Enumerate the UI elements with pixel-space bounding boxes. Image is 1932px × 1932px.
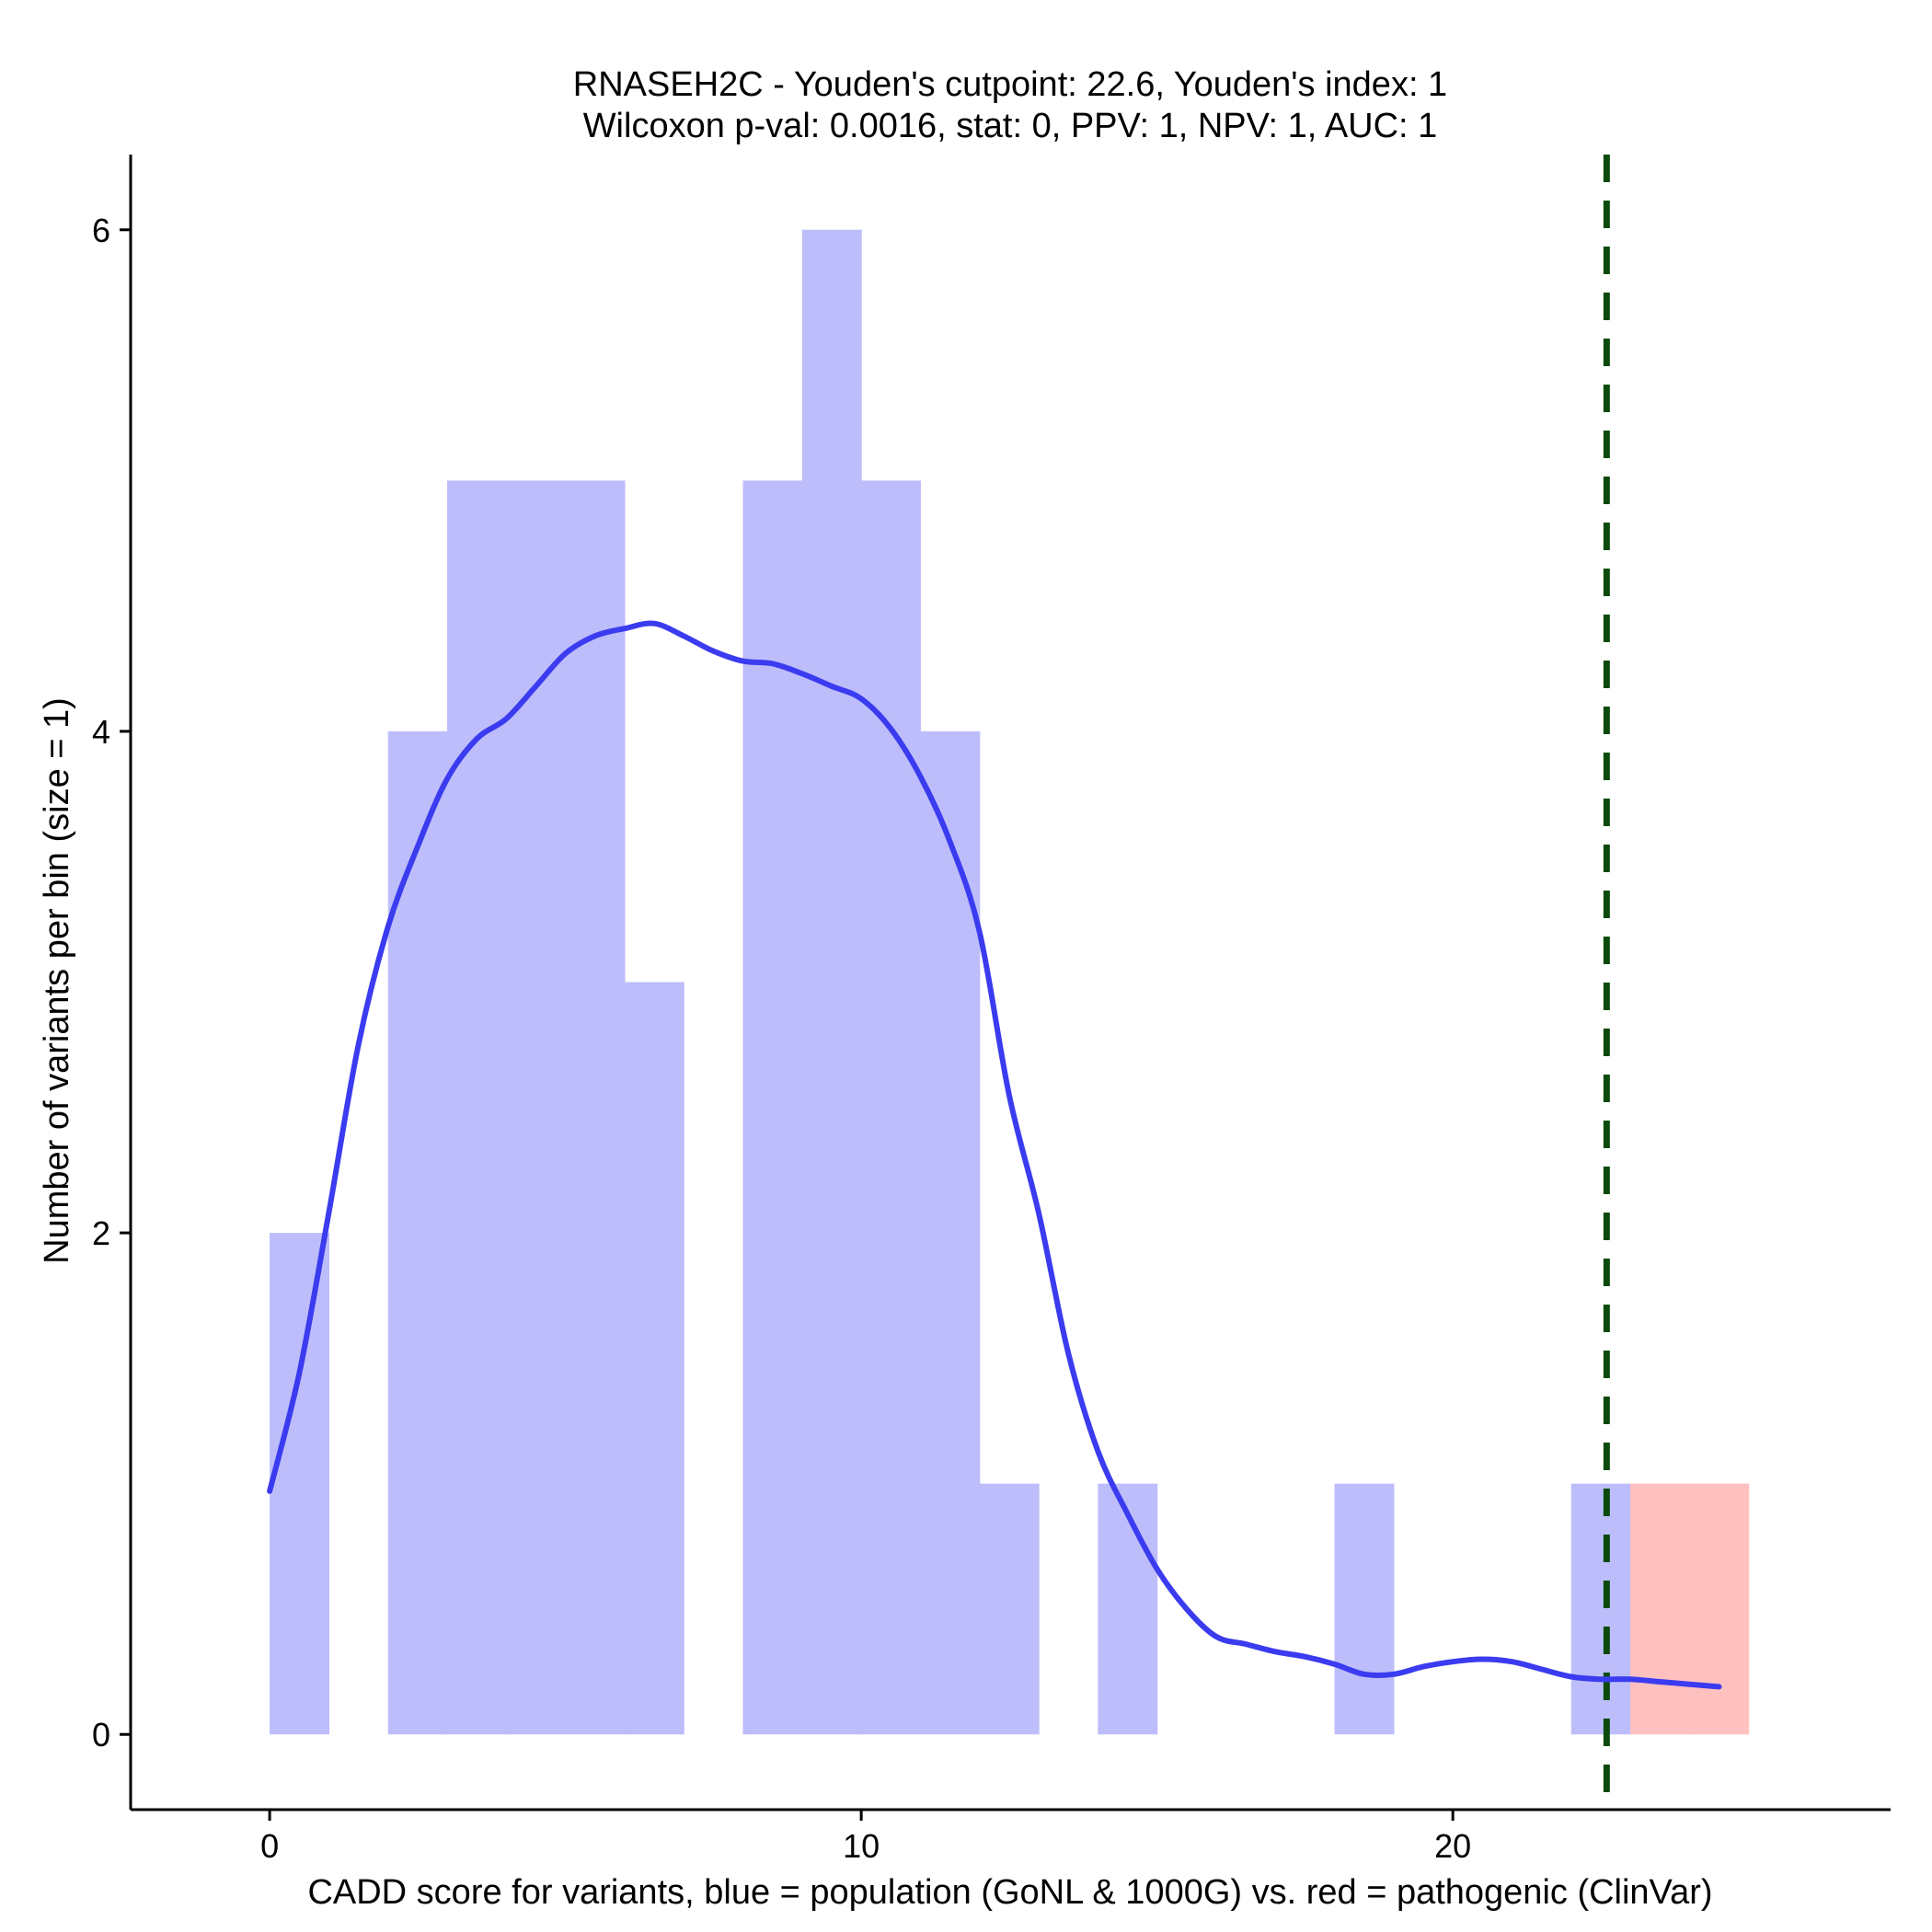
y-tick-label: 0 [92,1716,110,1754]
y-tick-label: 6 [92,212,110,249]
x-axis-label: CADD score for variants, blue = populati… [307,1873,1712,1912]
histogram-chart: 0 10 20 0 2 4 6 RNASEH2C - Youden's cutpoint: … [0,0,1932,1932]
chart-title-line-2: Wilcoxon p-val: 0.0016, stat: 0, PPV: 1,… [583,107,1438,145]
population-bar-13 [1571,1484,1631,1735]
population-bar-11 [1098,1484,1157,1735]
x-tick-label: 10 [843,1827,880,1865]
population-bar-5 [625,983,684,1735]
chart-title-line-1: RNASEH2C - Youden's cutpoint: 22.6, Youd… [573,65,1447,104]
y-tick-label: 4 [92,713,110,751]
y-axis-label: Number of variants per bin (size = 1) [38,697,76,1264]
pathogenic-bar-0 [1630,1484,1690,1735]
population-bar-10 [980,1484,1040,1735]
population-bar-1 [388,731,448,1734]
population-bar-8 [861,480,921,1734]
population-bar-0 [270,1233,329,1734]
x-tick-label: 0 [260,1827,279,1865]
population-bar-2 [447,480,507,1734]
population-bar-9 [920,731,980,1734]
population-bar-12 [1335,1484,1395,1735]
population-bar-3 [506,480,566,1734]
population-bar-4 [566,480,626,1734]
y-tick-label: 2 [92,1214,110,1252]
population-bar-7 [802,230,862,1734]
bars-layer [270,230,1749,1734]
x-tick-label: 20 [1434,1827,1471,1865]
pathogenic-bar-1 [1689,1484,1749,1735]
